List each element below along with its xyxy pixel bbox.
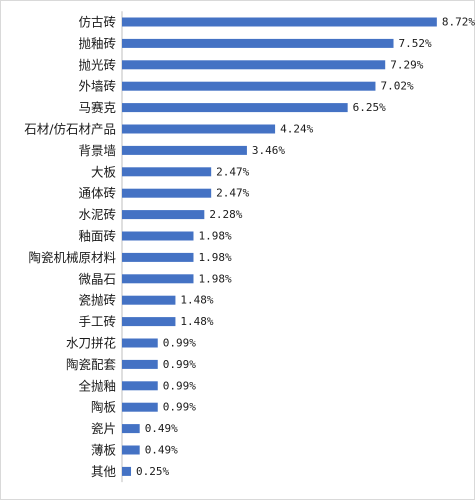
bar-12 [122, 252, 194, 262]
value-label-12: 1.98% [198, 251, 231, 264]
bar-3 [122, 60, 386, 70]
category-label-11: 釉面砖 [78, 229, 116, 244]
value-label-17: 0.99% [163, 358, 196, 371]
value-label-13: 1.98% [198, 272, 231, 285]
bar-8 [122, 167, 212, 177]
bar-7 [122, 145, 247, 155]
category-label-8: 大板 [91, 164, 117, 179]
category-label-5: 马赛克 [78, 100, 116, 115]
bar-10 [122, 210, 205, 220]
category-label-17: 陶瓷配套 [66, 357, 117, 372]
value-label-6: 4.24% [280, 123, 313, 136]
category-label-20: 瓷片 [91, 421, 116, 436]
category-label-18: 全抛釉 [78, 378, 116, 393]
bar-11 [122, 231, 194, 241]
bar-4 [122, 81, 376, 91]
category-label-13: 微晶石 [78, 271, 116, 286]
value-label-21: 0.49% [145, 444, 178, 457]
category-label-19: 陶板 [91, 400, 117, 415]
bar-20 [122, 424, 140, 434]
value-label-15: 1.48% [180, 315, 213, 328]
bar-16 [122, 338, 158, 348]
bar-19 [122, 402, 158, 412]
bar-9 [122, 188, 212, 198]
value-label-18: 0.99% [163, 379, 196, 392]
bar-18 [122, 381, 158, 391]
value-label-3: 7.29% [390, 58, 423, 71]
value-label-19: 0.99% [163, 401, 196, 414]
value-label-20: 0.49% [145, 422, 178, 435]
category-label-21: 薄板 [91, 443, 117, 458]
category-label-16: 水刀拼花 [66, 336, 116, 351]
category-label-7: 背景墙 [78, 143, 116, 158]
category-label-12: 陶瓷机械原材料 [28, 250, 116, 265]
category-label-14: 瓷抛砖 [78, 293, 116, 308]
value-labels-group: 8.72%7.52%7.29%7.02%6.25%4.24%3.46%2.47%… [136, 16, 475, 478]
value-label-2: 7.52% [399, 37, 432, 50]
category-label-3: 抛光砖 [78, 57, 116, 72]
bar-5 [122, 103, 348, 113]
bar-17 [122, 359, 158, 369]
bar-15 [122, 317, 176, 327]
value-label-16: 0.99% [163, 337, 196, 350]
value-label-7: 3.46% [252, 144, 285, 157]
bar-1 [122, 17, 437, 27]
value-label-8: 2.47% [216, 165, 249, 178]
value-label-10: 2.28% [209, 208, 242, 221]
bar-21 [122, 445, 140, 455]
category-label-2: 抛釉砖 [78, 36, 116, 51]
value-label-11: 1.98% [198, 230, 231, 243]
category-label-1: 仿古砖 [78, 15, 116, 30]
category-label-22: 其他 [91, 464, 117, 479]
value-label-22: 0.25% [136, 465, 169, 478]
bars-group [122, 17, 437, 476]
value-label-9: 2.47% [216, 187, 249, 200]
bar-22 [122, 466, 132, 476]
category-label-10: 水泥砖 [78, 207, 116, 222]
bar-2 [122, 38, 394, 48]
category-label-4: 外墙砖 [78, 79, 116, 94]
bar-6 [122, 124, 276, 134]
value-label-1: 8.72% [442, 16, 475, 29]
category-labels-group: 仿古砖抛釉砖抛光砖外墙砖马赛克石材/仿石材产品背景墙大板通体砖水泥砖釉面砖陶瓷机… [24, 15, 116, 479]
value-label-5: 6.25% [353, 101, 386, 114]
value-label-14: 1.48% [180, 294, 213, 307]
category-label-9: 通体砖 [78, 186, 116, 201]
category-label-6: 石材/仿石材产品 [24, 122, 116, 137]
bar-13 [122, 274, 194, 284]
category-label-15: 手工砖 [78, 314, 116, 329]
value-label-4: 7.02% [380, 80, 413, 93]
bar-14 [122, 295, 176, 305]
